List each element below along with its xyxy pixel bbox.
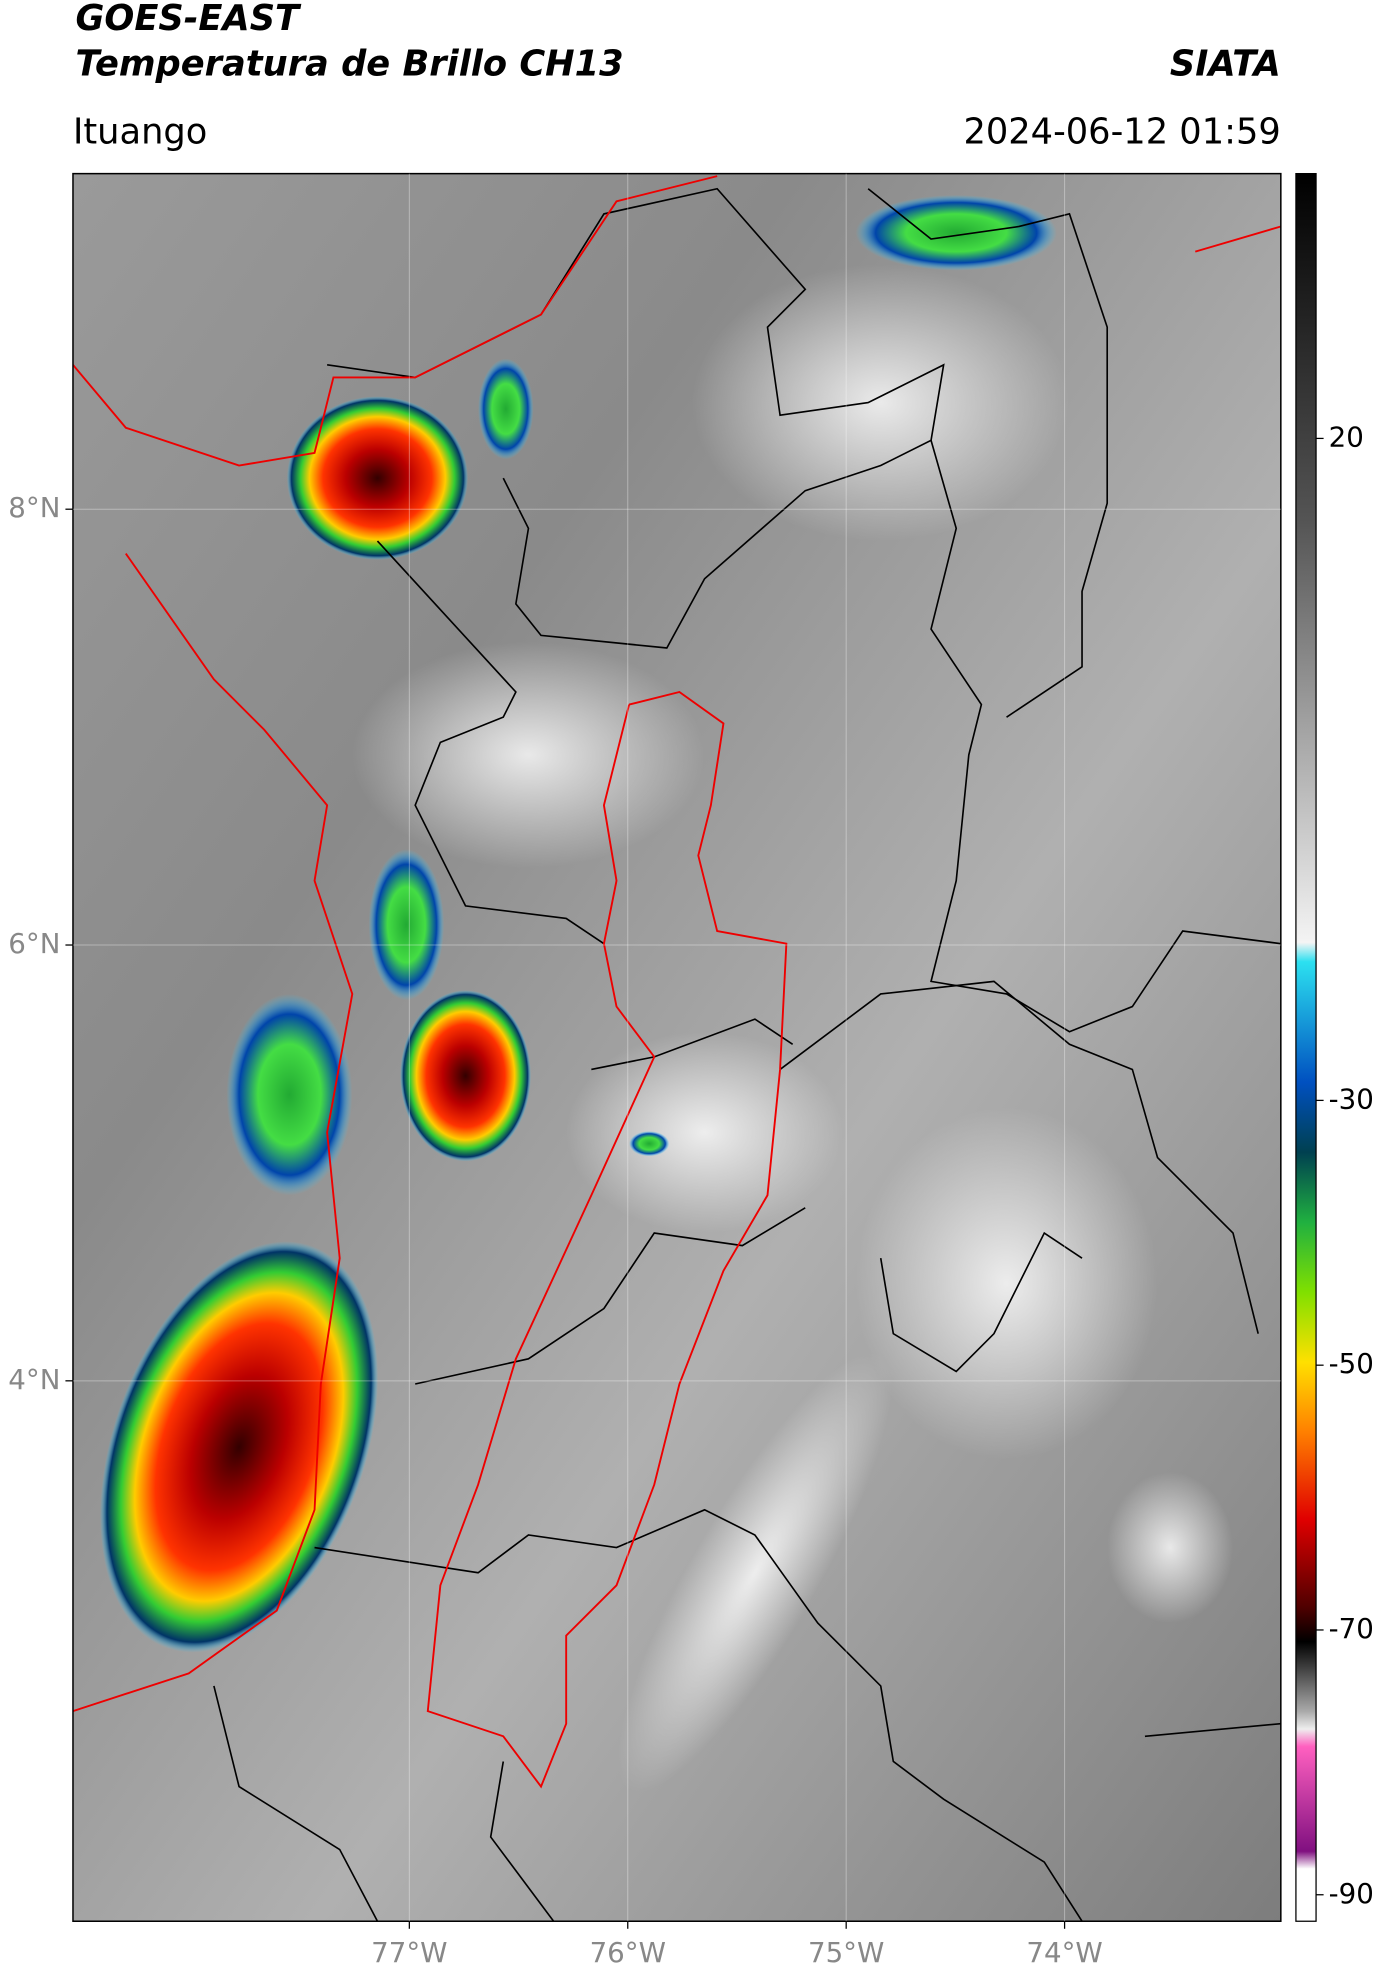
colorbar-tick-label: -30	[1329, 1082, 1374, 1115]
cloud-cell	[855, 195, 1057, 271]
y-tick-label: 8°N	[8, 491, 60, 524]
y-tick-label: 6°N	[8, 927, 60, 960]
y-tick-label: 4°N	[8, 1363, 60, 1396]
storm-cell	[100, 1241, 379, 1653]
storm-cell	[286, 396, 469, 560]
satellite-image	[72, 173, 1281, 1922]
borders	[213, 187, 1281, 1922]
title-line2: Temperatura de Brillo CH13	[75, 43, 623, 84]
timestamp: 2024-06-12 01:59	[963, 111, 1280, 152]
cloud-cell	[478, 358, 534, 460]
location: Ituango	[73, 111, 207, 152]
region-borders	[72, 175, 1281, 1789]
colorbar	[1295, 172, 1317, 1922]
map-frame	[72, 172, 1282, 1922]
cloud	[1107, 1472, 1234, 1624]
colorbar-tick-label: 20	[1329, 420, 1364, 453]
x-tick-label: 77°W	[371, 1936, 447, 1969]
colorbar-tick-label: -50	[1329, 1347, 1374, 1380]
x-tick-label: 76°W	[590, 1936, 666, 1969]
cloud-cell	[226, 993, 353, 1196]
colorbar-tick-label: -70	[1329, 1612, 1374, 1645]
cloud	[855, 1107, 1158, 1460]
x-tick-label: 74°W	[1026, 1936, 1102, 1969]
agency: SIATA	[1170, 43, 1281, 84]
cloud-cell	[368, 849, 445, 1001]
title-line1: GOES-EAST	[75, 0, 302, 39]
cloud	[352, 641, 705, 869]
colorbar-tick-label: -90	[1329, 1877, 1374, 1910]
cloud-cell	[629, 1131, 670, 1157]
cloud	[617, 1352, 893, 1793]
cloud	[692, 264, 1070, 542]
cloud	[566, 1031, 843, 1234]
x-tick-label: 75°W	[808, 1936, 884, 1969]
storm-cell	[400, 990, 531, 1162]
